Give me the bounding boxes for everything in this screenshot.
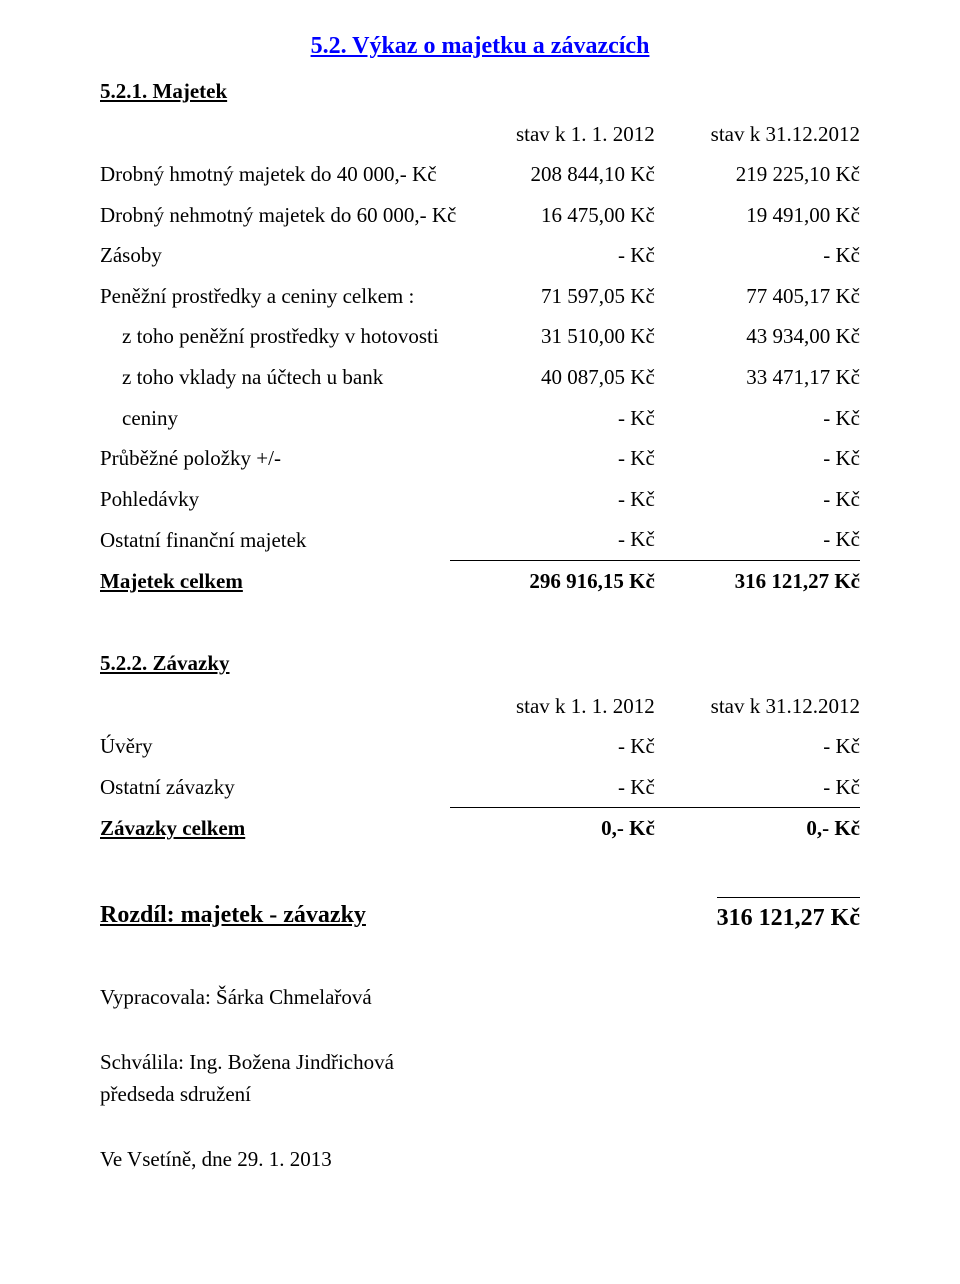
row-value-1: - Kč xyxy=(450,479,655,520)
row-label: z toho peněžní prostředky v hotovosti xyxy=(100,316,450,357)
row-value-2: 33 471,17 Kč xyxy=(655,357,860,398)
table-row: Drobný nehmotný majetek do 60 000,- Kč16… xyxy=(100,195,860,236)
row-value-2: 77 405,17 Kč xyxy=(655,276,860,317)
liabilities-table: stav k 1. 1. 2012 stav k 31.12.2012 Úvěr… xyxy=(100,686,860,849)
assets-table: stav k 1. 1. 2012 stav k 31.12.2012 Drob… xyxy=(100,114,860,602)
prepared-by: Vypracovala: Šárka Chmelařová xyxy=(100,981,860,1014)
approved-role: předseda sdružení xyxy=(100,1078,860,1111)
approved-by: Schválila: Ing. Božena Jindřichová xyxy=(100,1046,860,1079)
total-value-1: 0,- Kč xyxy=(450,808,655,849)
table-row: Průběžné položky +/-- Kč- Kč xyxy=(100,438,860,479)
row-label: Ostatní závazky xyxy=(100,767,450,808)
row-value-1: 71 597,05 Kč xyxy=(450,276,655,317)
row-value-1: - Kč xyxy=(450,235,655,276)
total-value-1: 296 916,15 Kč xyxy=(450,560,655,601)
table-row: Drobný hmotný majetek do 40 000,- Kč208 … xyxy=(100,154,860,195)
row-value-1: 208 844,10 Kč xyxy=(450,154,655,195)
row-label: Drobný nehmotný majetek do 60 000,- Kč xyxy=(100,195,450,236)
row-label: Peněžní prostředky a ceniny celkem : xyxy=(100,276,450,317)
assets-header-row: stav k 1. 1. 2012 stav k 31.12.2012 xyxy=(100,114,860,155)
row-value-1: 31 510,00 Kč xyxy=(450,316,655,357)
liabilities-header-row: stav k 1. 1. 2012 stav k 31.12.2012 xyxy=(100,686,860,727)
row-value-2: - Kč xyxy=(655,519,860,560)
table-row: z toho vklady na účtech u bank40 087,05 … xyxy=(100,357,860,398)
row-value-2: - Kč xyxy=(655,235,860,276)
assets-header-col2: stav k 31.12.2012 xyxy=(655,114,860,155)
table-row: Úvěry- Kč- Kč xyxy=(100,726,860,767)
difference-row: Rozdíl: majetek - závazky 316 121,27 Kč xyxy=(100,897,860,937)
row-value-1: - Kč xyxy=(450,726,655,767)
row-value-1: - Kč xyxy=(450,398,655,439)
total-value-2: 316 121,27 Kč xyxy=(655,560,860,601)
place-date: Ve Vsetíně, dne 29. 1. 2013 xyxy=(100,1143,860,1176)
assets-header-col1: stav k 1. 1. 2012 xyxy=(450,114,655,155)
row-value-1: - Kč xyxy=(450,767,655,808)
liabilities-header-col2: stav k 31.12.2012 xyxy=(655,686,860,727)
document-title: 5.2. Výkaz o majetku a závazcích xyxy=(100,28,860,65)
total-row: Závazky celkem0,- Kč0,- Kč xyxy=(100,808,860,849)
row-value-1: - Kč xyxy=(450,438,655,479)
row-value-1: 16 475,00 Kč xyxy=(450,195,655,236)
difference-label: Rozdíl: majetek - závazky xyxy=(100,897,366,937)
assets-section-title: 5.2.1. Majetek xyxy=(100,75,860,108)
total-row: Majetek celkem296 916,15 Kč316 121,27 Kč xyxy=(100,560,860,601)
row-value-1: - Kč xyxy=(450,519,655,560)
row-label: Zásoby xyxy=(100,235,450,276)
row-label: Pohledávky xyxy=(100,479,450,520)
row-value-1: 40 087,05 Kč xyxy=(450,357,655,398)
row-value-2: - Kč xyxy=(655,726,860,767)
row-value-2: 219 225,10 Kč xyxy=(655,154,860,195)
total-label: Závazky celkem xyxy=(100,808,450,849)
table-row: Ostatní závazky- Kč- Kč xyxy=(100,767,860,808)
row-value-2: - Kč xyxy=(655,479,860,520)
liabilities-section-title: 5.2.2. Závazky xyxy=(100,647,860,680)
total-value-2: 0,- Kč xyxy=(655,808,860,849)
row-label: ceniny xyxy=(100,398,450,439)
row-label: Drobný hmotný majetek do 40 000,- Kč xyxy=(100,154,450,195)
row-label: Průběžné položky +/- xyxy=(100,438,450,479)
row-value-2: 43 934,00 Kč xyxy=(655,316,860,357)
total-label: Majetek celkem xyxy=(100,560,450,601)
table-row: Pohledávky- Kč- Kč xyxy=(100,479,860,520)
row-value-2: 19 491,00 Kč xyxy=(655,195,860,236)
row-label: Úvěry xyxy=(100,726,450,767)
difference-value: 316 121,27 Kč xyxy=(717,897,860,937)
row-label: z toho vklady na účtech u bank xyxy=(100,357,450,398)
table-row: Peněžní prostředky a ceniny celkem :71 5… xyxy=(100,276,860,317)
row-value-2: - Kč xyxy=(655,438,860,479)
row-value-2: - Kč xyxy=(655,767,860,808)
row-label: Ostatní finanční majetek xyxy=(100,519,450,560)
row-value-2: - Kč xyxy=(655,398,860,439)
table-row: Zásoby- Kč- Kč xyxy=(100,235,860,276)
table-row: Ostatní finanční majetek- Kč- Kč xyxy=(100,519,860,560)
table-row: ceniny- Kč- Kč xyxy=(100,398,860,439)
table-row: z toho peněžní prostředky v hotovosti31 … xyxy=(100,316,860,357)
liabilities-header-col1: stav k 1. 1. 2012 xyxy=(450,686,655,727)
